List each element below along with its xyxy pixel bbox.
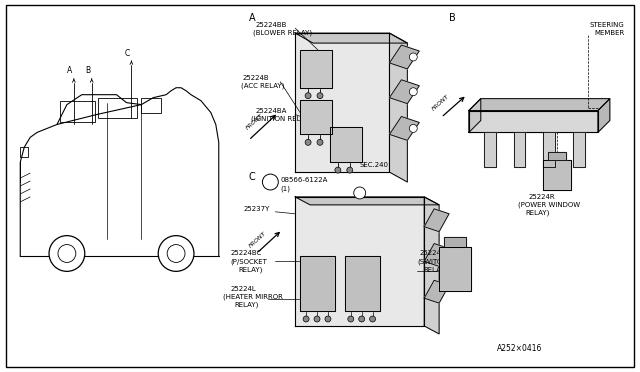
Polygon shape [295, 197, 424, 326]
Text: (SWITCHING: (SWITCHING [417, 258, 460, 265]
Polygon shape [543, 132, 556, 167]
Text: RELAY): RELAY) [235, 302, 259, 308]
Text: (BLOWER RELAY): (BLOWER RELAY) [253, 30, 312, 36]
Circle shape [325, 316, 331, 322]
Polygon shape [295, 33, 390, 172]
Polygon shape [424, 209, 449, 232]
Polygon shape [295, 33, 407, 43]
Text: A252×0416: A252×0416 [497, 344, 542, 353]
Circle shape [305, 140, 311, 145]
Circle shape [410, 125, 417, 132]
Bar [20, 147, 28, 157]
Bar [141, 98, 161, 113]
Text: 08566-6122A: 08566-6122A [280, 177, 328, 183]
Polygon shape [513, 132, 525, 167]
Circle shape [314, 316, 320, 322]
Circle shape [348, 316, 354, 322]
Polygon shape [573, 132, 585, 167]
Circle shape [317, 93, 323, 99]
Text: (ACC RELAY): (ACC RELAY) [241, 83, 284, 89]
Text: 25224BB: 25224BB [255, 22, 287, 28]
Text: (HEATER MIRROR: (HEATER MIRROR [223, 294, 283, 301]
Circle shape [354, 187, 365, 199]
Polygon shape [424, 280, 449, 303]
Bar [98, 98, 138, 118]
Text: STEERING: STEERING [590, 22, 625, 28]
Circle shape [58, 244, 76, 262]
Text: FRONT: FRONT [431, 93, 451, 112]
Polygon shape [300, 256, 335, 311]
Circle shape [262, 174, 278, 190]
Polygon shape [484, 132, 495, 167]
Text: B: B [85, 66, 90, 76]
Text: 25224BA: 25224BA [255, 108, 287, 113]
Text: 25224R: 25224R [529, 194, 555, 200]
Circle shape [358, 316, 365, 322]
Polygon shape [469, 110, 598, 132]
Polygon shape [439, 247, 471, 291]
Polygon shape [390, 116, 419, 140]
Text: A: A [248, 13, 255, 23]
Polygon shape [598, 99, 610, 132]
Polygon shape [300, 50, 332, 88]
Text: A: A [67, 66, 72, 76]
Circle shape [167, 244, 185, 262]
Polygon shape [295, 197, 439, 205]
Circle shape [305, 93, 311, 99]
Polygon shape [300, 100, 332, 134]
Text: MEMBER: MEMBER [594, 30, 624, 36]
Text: RELAY): RELAY) [525, 209, 550, 216]
Text: 25237Y: 25237Y [244, 206, 270, 212]
Text: RELAY): RELAY) [423, 266, 447, 273]
Circle shape [347, 167, 353, 173]
Polygon shape [345, 256, 380, 311]
Polygon shape [390, 80, 419, 104]
Text: FRONT: FRONT [248, 231, 268, 248]
Circle shape [303, 316, 309, 322]
Polygon shape [469, 99, 481, 132]
Circle shape [335, 167, 341, 173]
Circle shape [410, 53, 417, 61]
Polygon shape [444, 237, 466, 247]
Polygon shape [543, 160, 571, 190]
Text: 25224B: 25224B [243, 75, 269, 81]
Text: 25224BC: 25224BC [230, 250, 262, 256]
Polygon shape [330, 128, 362, 162]
Polygon shape [390, 33, 407, 182]
Text: FRONT: FRONT [246, 112, 265, 131]
Text: (P/SOCKET: (P/SOCKET [230, 258, 268, 265]
Circle shape [49, 235, 84, 271]
Circle shape [317, 140, 323, 145]
Bar [60, 101, 95, 122]
Text: B: B [449, 13, 456, 23]
Text: C: C [248, 172, 255, 182]
Text: (1): (1) [280, 186, 291, 192]
Text: 25224L: 25224L [230, 286, 257, 292]
Text: (POWER WINDOW: (POWER WINDOW [518, 202, 580, 208]
Text: RELAY): RELAY) [239, 266, 263, 273]
Text: SEC.240: SEC.240 [360, 162, 388, 168]
Circle shape [158, 235, 194, 271]
Text: 25224FA: 25224FA [419, 250, 449, 256]
Polygon shape [424, 244, 449, 266]
Circle shape [370, 316, 376, 322]
Text: (IGNITION RELAY): (IGNITION RELAY) [250, 115, 312, 122]
Polygon shape [548, 152, 566, 160]
Polygon shape [424, 197, 439, 334]
Text: S: S [268, 180, 272, 185]
Polygon shape [469, 99, 610, 110]
Circle shape [410, 88, 417, 96]
Text: C: C [125, 48, 130, 58]
Polygon shape [390, 45, 419, 69]
